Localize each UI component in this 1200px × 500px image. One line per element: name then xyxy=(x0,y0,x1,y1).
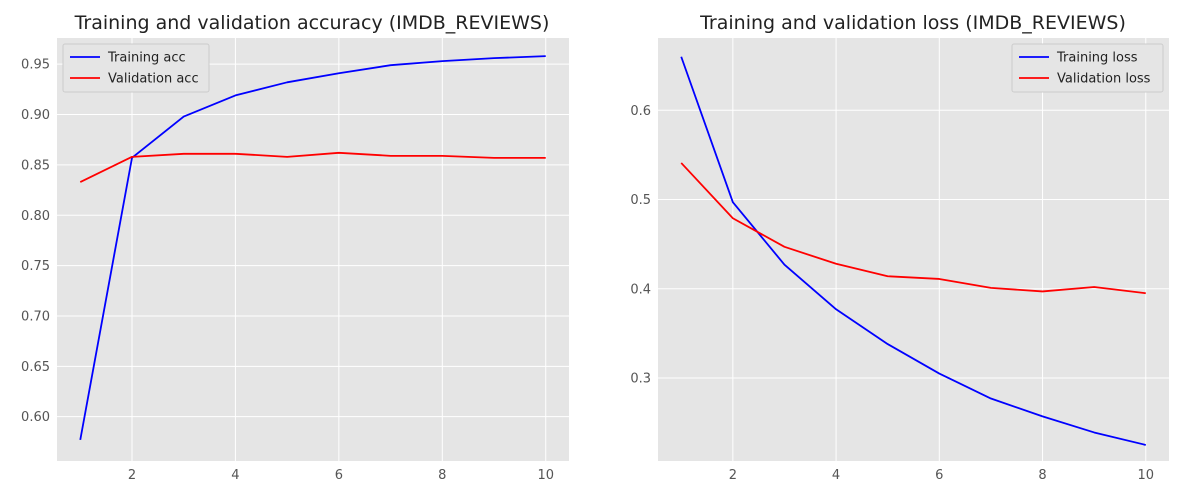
legend-label-training-loss: Training loss xyxy=(1056,51,1138,66)
accuracy-y-tick-label: 0.70 xyxy=(21,309,50,324)
accuracy-y-tick-label: 0.75 xyxy=(21,259,50,274)
accuracy-x-tick-label: 10 xyxy=(537,468,554,483)
accuracy-y-tick-label: 0.85 xyxy=(21,158,50,173)
accuracy-y-tick-label: 0.95 xyxy=(21,58,50,73)
accuracy-x-tick-label: 2 xyxy=(128,468,136,483)
accuracy-chart: Training and validation accuracy (IMDB_R… xyxy=(21,12,569,483)
loss-y-tick-label: 0.5 xyxy=(630,193,651,208)
loss-x-tick-label: 8 xyxy=(1038,468,1046,483)
legend-label-training-acc: Training acc xyxy=(107,51,186,66)
legend-label-validation-acc: Validation acc xyxy=(108,72,199,87)
accuracy-x-tick-label: 4 xyxy=(231,468,239,483)
accuracy-chart-title: Training and validation accuracy (IMDB_R… xyxy=(74,12,550,34)
accuracy-plot-area xyxy=(57,38,569,461)
loss-chart-title: Training and validation loss (IMDB_REVIE… xyxy=(699,12,1126,34)
loss-y-tick-label: 0.3 xyxy=(630,372,651,387)
loss-legend: Training loss Validation loss xyxy=(1012,44,1163,92)
accuracy-legend: Training acc Validation acc xyxy=(63,44,209,92)
loss-y-tick-label: 0.4 xyxy=(630,282,651,297)
loss-x-tick-label: 6 xyxy=(935,468,943,483)
loss-x-tick-label: 10 xyxy=(1137,468,1154,483)
loss-x-tick-label: 4 xyxy=(832,468,840,483)
accuracy-y-tick-label: 0.80 xyxy=(21,209,50,224)
accuracy-x-tick-label: 8 xyxy=(438,468,446,483)
loss-y-tick-label: 0.6 xyxy=(630,104,651,119)
loss-chart: Training and validation loss (IMDB_REVIE… xyxy=(630,12,1169,483)
accuracy-y-tick-label: 0.90 xyxy=(21,108,50,123)
loss-x-tick-label: 2 xyxy=(729,468,737,483)
legend-label-validation-loss: Validation loss xyxy=(1057,72,1151,87)
accuracy-x-tick-label: 6 xyxy=(335,468,343,483)
accuracy-y-tick-label: 0.65 xyxy=(21,360,50,375)
accuracy-y-tick-label: 0.60 xyxy=(21,410,50,425)
loss-plot-area xyxy=(658,38,1169,461)
